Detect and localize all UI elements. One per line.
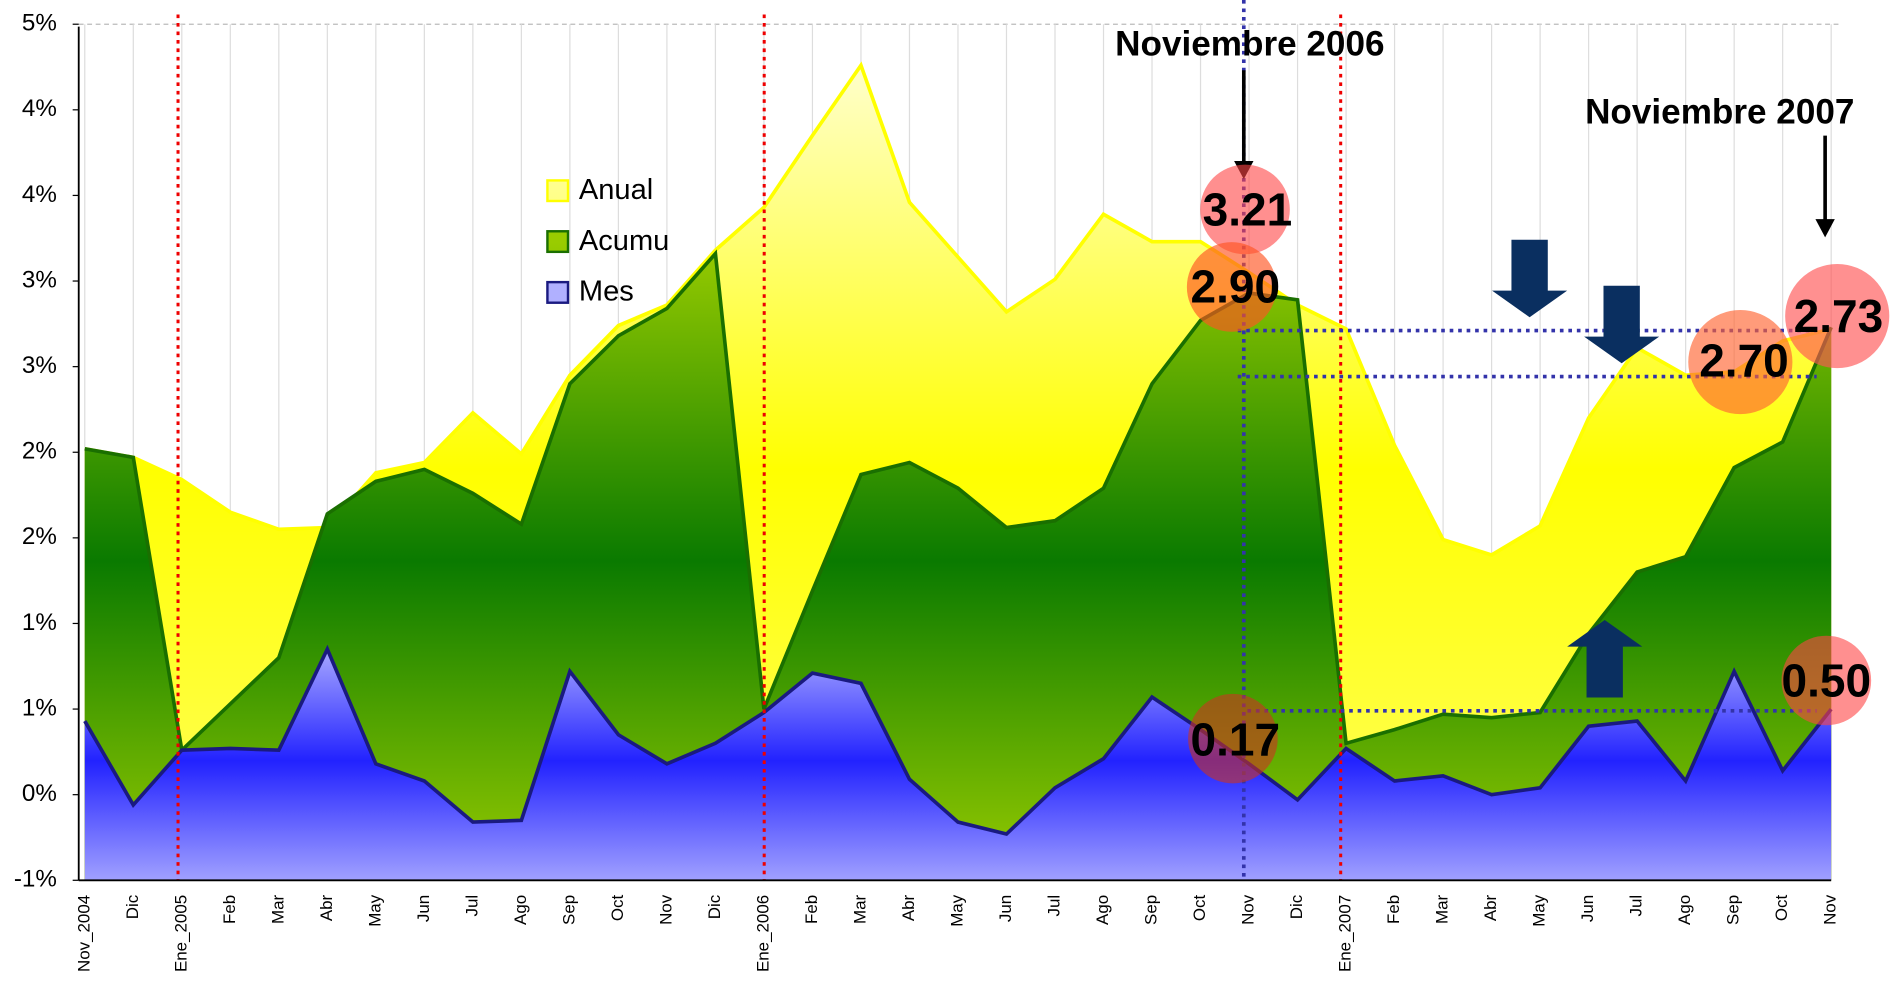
x-tick-label: Abr	[899, 894, 918, 921]
area-fill	[84, 253, 1832, 881]
x-tick-label: Mar	[268, 894, 287, 924]
area-fill	[84, 649, 1832, 881]
x-tick-label: Sep	[1142, 895, 1161, 925]
highlight	[1188, 693, 1278, 784]
axes: -1% 0% 1% 1% 2% 2% 3% 3% 4% 4% 5% Nov_2004 Dic Ene_20…	[14, 10, 1840, 972]
x-tick-label: Sep	[559, 895, 578, 925]
x-tick-label: Feb	[220, 895, 239, 924]
block-arrow	[1567, 619, 1643, 698]
y-tick-label: 3%	[22, 352, 57, 379]
y-tick-label: 3%	[22, 266, 57, 293]
highlight	[1688, 309, 1793, 415]
x-tick-label: Oct	[1772, 895, 1791, 922]
y-tick-label: 5%	[22, 10, 57, 37]
legend-swatch	[546, 280, 570, 304]
x-tick-label: Nov	[1239, 894, 1258, 925]
y-tick-label: 4%	[22, 95, 57, 122]
x-tick-label: Jun	[1578, 895, 1597, 922]
annotations: Noviembre 2006 Noviembre 2007 3.21 2.90 …	[1115, 25, 1890, 784]
x-tick-label: Oct	[608, 895, 627, 922]
highlight	[1781, 635, 1872, 726]
annotation: 2.90	[1191, 261, 1281, 313]
x-tick-label: Jul	[1627, 895, 1646, 917]
highlight	[1200, 164, 1290, 255]
annotation: Noviembre 2006	[1115, 25, 1384, 64]
legend-swatch	[546, 230, 570, 254]
y-tick-label: 2%	[22, 438, 57, 465]
x-tick-label: Dic	[705, 894, 724, 919]
y-tick-label: 0%	[22, 780, 57, 807]
x-tick-label: Nov_2004	[74, 895, 93, 972]
x-tick-label: Jul	[462, 895, 481, 917]
block-arrow	[1492, 239, 1568, 318]
x-tick-label: Ene_2007	[1336, 895, 1355, 972]
x-tick-label: Feb	[1384, 895, 1403, 924]
x-tick-label: Jun	[414, 895, 433, 922]
annotation: 0.50	[1782, 654, 1872, 706]
x-tick-label: Ene_2006	[753, 895, 772, 972]
x-tick-label: Nov	[656, 894, 675, 925]
legend-label: Anual	[579, 174, 653, 206]
x-tick-label: Jul	[1044, 895, 1063, 917]
y-tick-label: 1%	[22, 694, 57, 721]
x-tick-label: Ene_2005	[171, 895, 190, 972]
legend-label: Mes	[579, 276, 634, 308]
x-tick-label: Nov	[1821, 894, 1840, 925]
annotation: 0.17	[1191, 714, 1281, 766]
x-tick-label: Dic	[1287, 894, 1306, 919]
annotation: 3.21	[1203, 183, 1293, 235]
x-tick-label: Ago	[1093, 895, 1112, 925]
highlight	[1186, 242, 1277, 332]
block-arrow	[1584, 285, 1660, 364]
annotation: 2.70	[1699, 335, 1789, 387]
x-tick-label: Oct	[1190, 895, 1209, 922]
x-tick-label: Feb	[802, 895, 821, 924]
x-tick-label: Dic	[123, 894, 142, 919]
area-line	[84, 61, 1832, 557]
x-tick-label: May	[365, 894, 384, 927]
x-tick-label: Mar	[1433, 894, 1452, 924]
x-tick-label: May	[947, 894, 966, 927]
x-tick-label: Abr	[317, 894, 336, 921]
x-tick-label: Jun	[996, 895, 1015, 922]
y-tick-label: 4%	[22, 181, 57, 208]
annotation: 2.73	[1794, 290, 1884, 342]
x-tick-label: May	[1530, 894, 1549, 927]
x-tick-label: Ago	[511, 895, 530, 925]
legend-swatch	[546, 179, 570, 203]
areas	[83, 61, 1833, 881]
arrow-head	[1815, 219, 1835, 238]
arrows	[1234, 70, 1835, 698]
y-tick-label: -1%	[14, 866, 57, 893]
highlight	[1785, 263, 1890, 369]
y-tick-label: 1%	[22, 609, 57, 636]
y-tick-label: 2%	[22, 523, 57, 550]
area-line	[83, 644, 1833, 837]
area-line	[84, 249, 1833, 754]
legend: Anual Acumu Mes	[546, 174, 669, 308]
x-tick-label: Abr	[1481, 894, 1500, 921]
x-tick-label: Sep	[1724, 895, 1743, 925]
x-tick-label: Mar	[850, 894, 869, 924]
annotation: Noviembre 2007	[1585, 93, 1854, 132]
legend-label: Acumu	[579, 225, 669, 257]
x-tick-label: Ago	[1675, 895, 1694, 925]
